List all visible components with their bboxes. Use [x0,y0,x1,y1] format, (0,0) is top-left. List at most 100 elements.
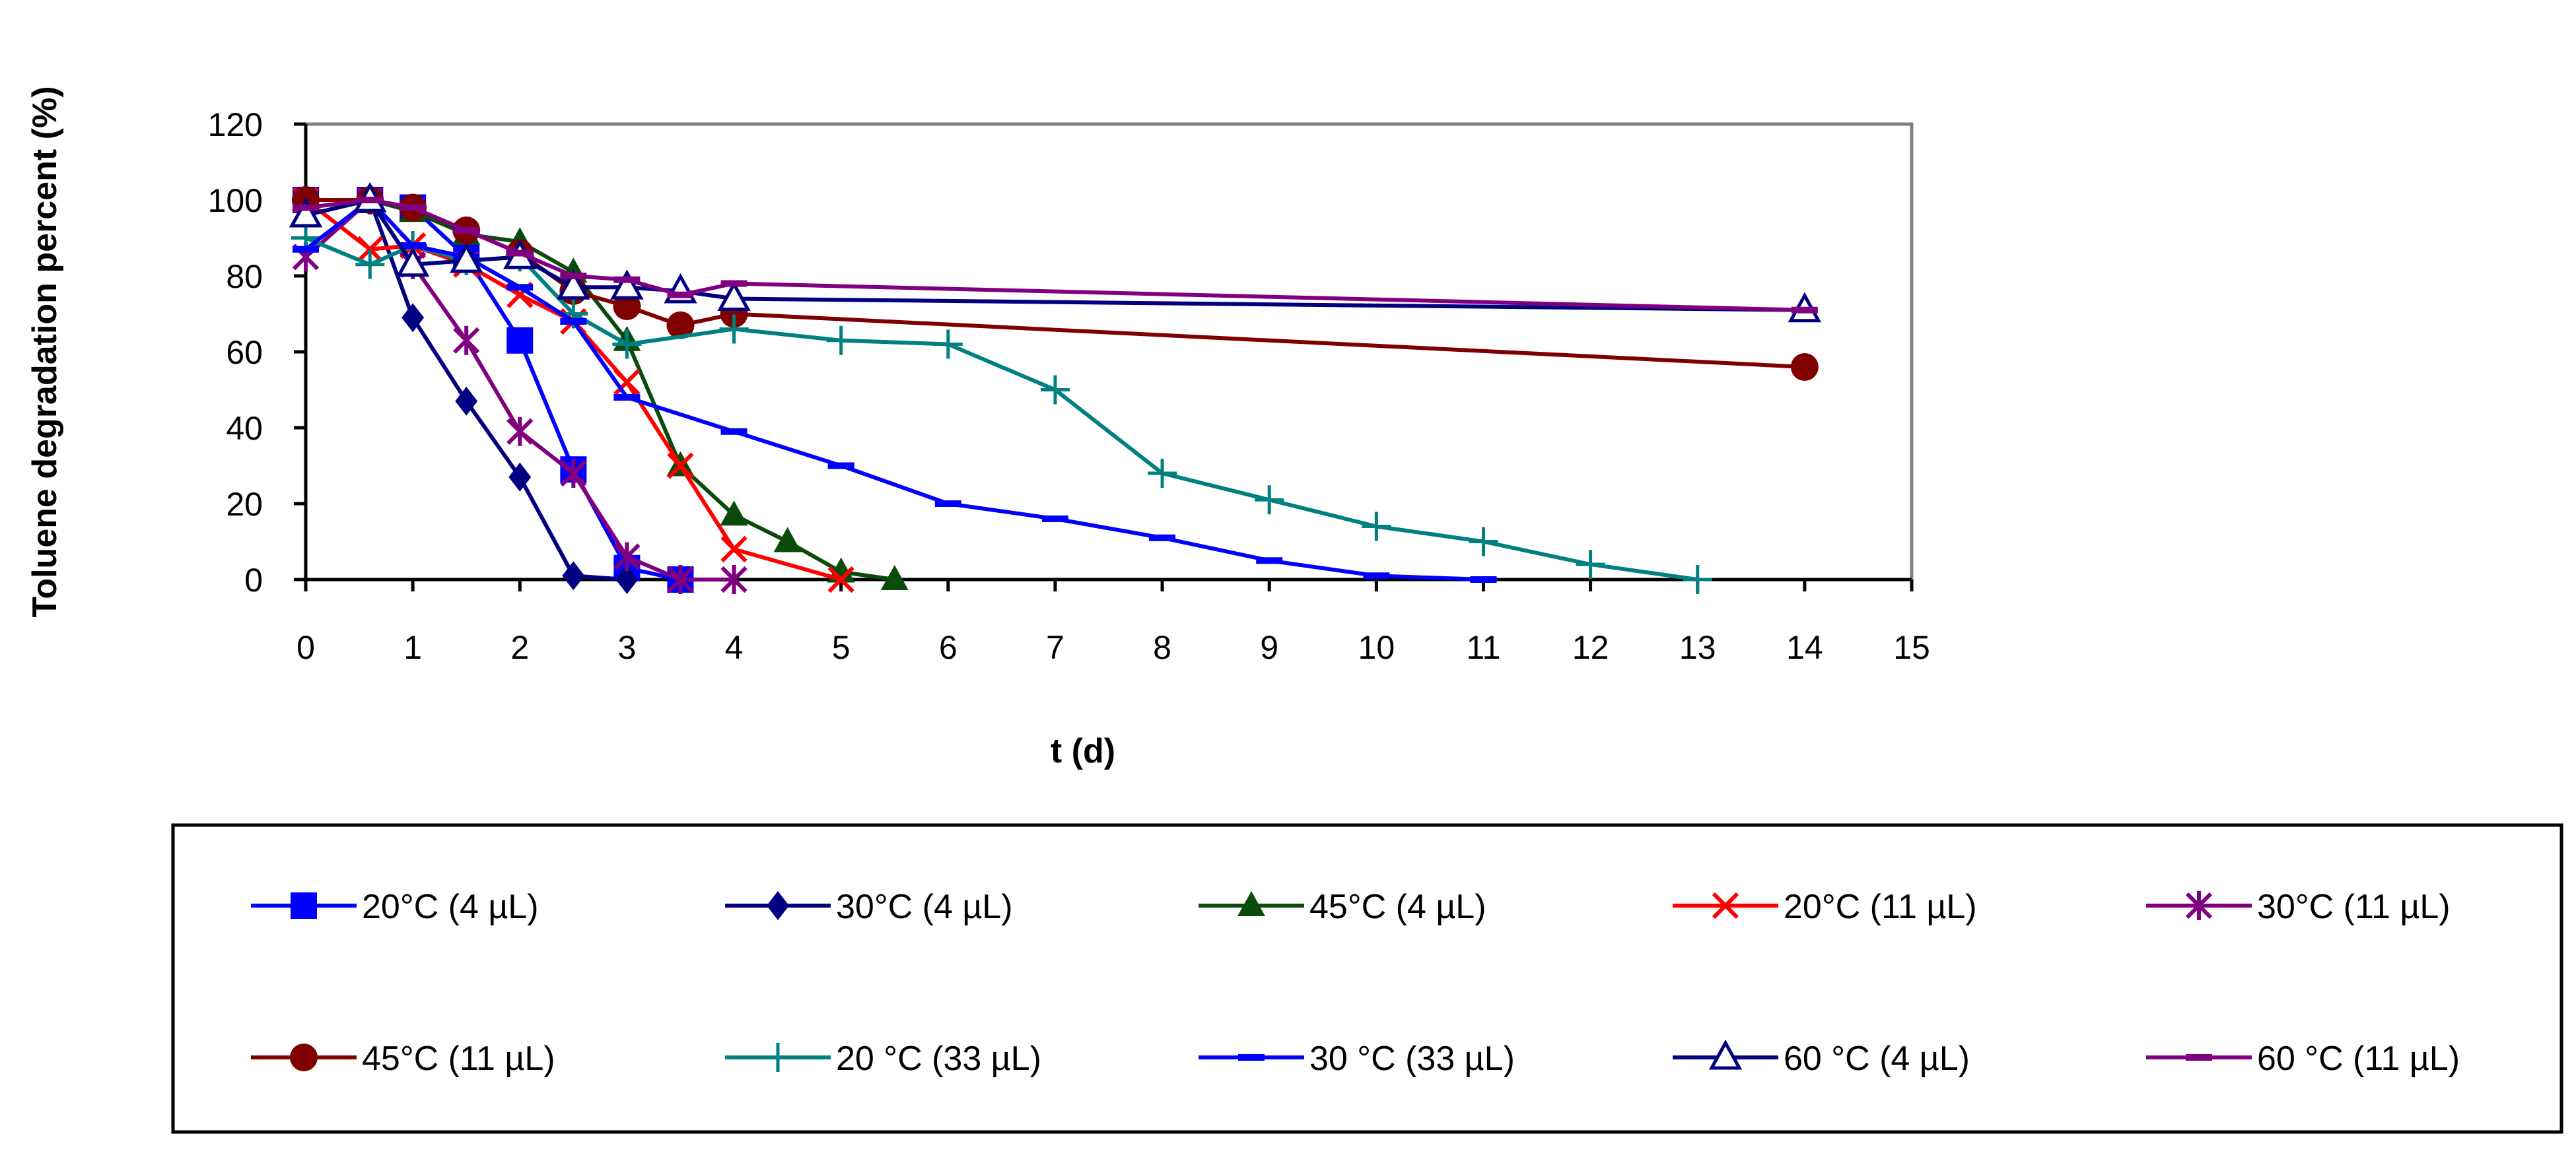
x-tick-label: 13 [1679,629,1716,666]
data-point [1790,353,1819,381]
x-tick-label: 9 [1260,629,1278,666]
legend-label: 30°C (4 µL) [836,888,1013,926]
data-point [827,462,854,469]
data-point [357,197,384,203]
data-point [396,246,430,277]
legend-item: 45°C (11 µL) [251,1040,555,1078]
data-point [615,565,639,594]
legend-item: 30°C (11 µL) [2146,888,2451,926]
y-tick-label: 120 [208,106,263,143]
legend: 20°C (4 µL) 30°C (4 µL) 45°C (4 µL) 20°C (1… [251,888,2460,1078]
data-point [1470,576,1497,583]
data-point [1683,565,1712,594]
y-tick-label: 0 [244,562,263,599]
legend-item: 30 °C (33 µL) [1199,1040,1515,1078]
data-point [773,527,802,552]
legend-marker [1238,1054,1265,1061]
data-point [508,462,532,492]
data-point [506,284,534,291]
x-tick-label: 2 [510,629,529,666]
legend-label: 20 °C (33 µL) [836,1040,1041,1078]
legend-label: 45°C (11 µL) [362,1040,555,1078]
data-point [1576,550,1605,579]
legend-item: 60 °C (4 µL) [1673,1039,1970,1078]
data-point [1255,485,1284,515]
legend-item: 30°C (4 µL) [725,888,1013,926]
legend-label: 30 °C (33 µL) [1309,1040,1515,1078]
legend-label: 30°C (11 µL) [2257,888,2451,926]
data-point [612,329,642,359]
legend-marker [1708,1039,1743,1070]
x-tick-label: 7 [1046,629,1064,666]
data-point [613,542,641,572]
data-point [613,394,641,401]
x-tick-label: 8 [1153,629,1171,666]
data-point [880,565,909,590]
x-tick-label: 10 [1358,629,1395,666]
data-point [455,386,478,416]
y-tick-label: 100 [208,182,263,219]
data-point [720,280,748,287]
data-point [1362,512,1391,541]
data-point [1041,516,1068,522]
data-point [667,291,694,298]
x-tick-label: 3 [617,629,636,666]
legend-item: 20°C (4 µL) [251,888,539,926]
data-point [666,311,695,339]
data-point [557,269,590,300]
legend-label: 60 °C (4 µL) [1784,1040,1970,1078]
data-point [400,204,427,211]
y-tick-label: 80 [226,258,263,295]
y-tick-label: 60 [226,334,263,371]
x-axis-title: t (d) [1051,732,1115,770]
data-point [613,276,641,283]
data-point [1149,534,1176,541]
legend-marker [763,1043,792,1072]
data-point [827,566,854,593]
legend-item: 45°C (4 µL) [1199,888,1486,926]
plot-area [304,122,1914,582]
x-tick-label: 0 [296,629,315,666]
x-tick-label: 5 [832,629,851,666]
data-point [506,417,534,446]
x-tick-label: 6 [939,629,957,666]
x-tick-label: 11 [1467,629,1501,666]
legend-item: 20 °C (33 µL) [725,1040,1041,1078]
data-point [719,314,749,344]
x-tick-label: 1 [403,629,422,666]
legend-marker [2186,1054,2212,1061]
data-point [667,452,694,479]
data-point [720,565,748,594]
data-point [826,325,856,355]
data-point [667,565,694,594]
y-tick-label: 40 [226,410,263,447]
legend-marker [290,1044,318,1071]
y-tick-label: 20 [226,486,263,523]
data-point [720,535,748,563]
legend-box [171,823,2563,1134]
legend-label: 60 °C (11 µL) [2257,1040,2460,1078]
data-point [293,246,319,253]
data-point [293,204,319,211]
series-8 [289,182,1822,323]
series-9 [293,197,1818,314]
data-point [1256,557,1283,564]
data-point [610,269,644,300]
legend-marker [1237,891,1265,916]
data-point [560,318,587,325]
series-line [305,198,1805,312]
data-point [560,459,587,488]
data-point [934,500,961,507]
data-point [289,197,323,228]
data-point [355,250,385,279]
legend-label: 45°C (4 µL) [1309,888,1486,926]
data-point [400,242,427,249]
legend-item: 20°C (11 µL) [1673,888,1977,926]
legend-label: 20°C (4 µL) [362,888,539,926]
x-tick-label: 14 [1786,629,1823,666]
data-point [1040,375,1070,405]
legend-marker [767,891,789,920]
series-layer [289,182,1822,594]
data-point [1148,459,1177,488]
